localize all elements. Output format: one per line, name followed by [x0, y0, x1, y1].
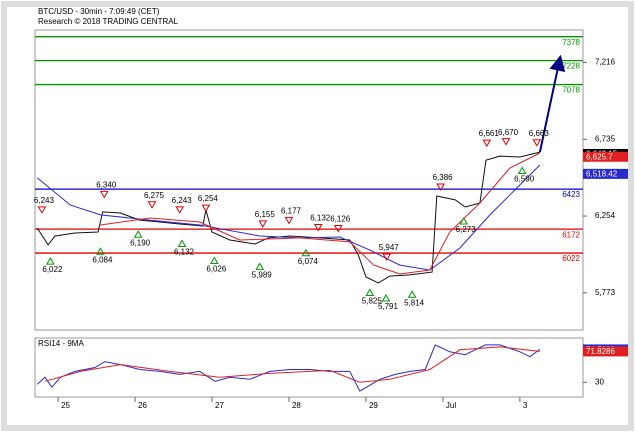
high-marker: [37, 206, 47, 214]
annotation-label: 6,190: [130, 238, 151, 247]
series-line: [36, 344, 541, 392]
annotation-label: 6,275: [144, 191, 165, 200]
low-marker: [177, 239, 187, 248]
level-label: 7078: [562, 86, 580, 95]
low-marker: [46, 257, 55, 265]
x-tick-label: 29: [369, 401, 378, 410]
annotation-label: 5,947: [379, 243, 400, 252]
annotation-label: 6,340: [96, 180, 117, 189]
low-marker: [133, 230, 143, 238]
annotation-label: 6,132: [174, 248, 195, 257]
series-line: [36, 164, 541, 271]
x-tick-label: 26: [138, 401, 147, 410]
y-tick-label: 7,216: [595, 58, 616, 67]
y-tick-label: 5,773: [595, 288, 616, 297]
annotation-label: 5,791: [378, 302, 399, 311]
annotation-label: 6,074: [298, 257, 319, 266]
annotation-label: 6,177: [281, 206, 302, 215]
series-line: [100, 152, 541, 275]
annotation-label: 6,022: [42, 265, 63, 274]
level-label: 7228: [562, 62, 580, 71]
annotation-label: 5,989: [252, 270, 273, 279]
x-tick-label: 28: [292, 401, 301, 410]
last-value-label: 6,625.7: [586, 152, 613, 161]
low-marker: [209, 256, 219, 264]
y-tick-label: 6,735: [595, 134, 616, 143]
last-value-label: 6,518.42: [586, 169, 618, 178]
high-marker: [333, 224, 343, 233]
high-marker: [99, 190, 109, 199]
high-marker: [482, 139, 492, 148]
annotation-label: 6,386: [433, 173, 454, 182]
annotation-label: 6,026: [206, 265, 227, 274]
annotation-label: 6,084: [92, 255, 113, 264]
high-marker: [382, 253, 392, 262]
low-marker: [459, 217, 469, 225]
annotation-label: 6,590: [514, 175, 535, 184]
last-value-box: [583, 151, 628, 162]
x-tick-label: 27: [215, 401, 224, 410]
projection-arrow: [538, 54, 566, 153]
y-tick-label: 30: [595, 377, 604, 386]
low-marker: [407, 290, 417, 298]
high-marker: [147, 201, 157, 209]
x-tick-label: Jul: [446, 401, 456, 410]
low-marker: [517, 166, 527, 174]
annotation-label: 6,663: [529, 129, 550, 138]
series-line: [44, 346, 540, 383]
annotation-label: 5,825: [362, 297, 383, 306]
high-marker: [436, 183, 445, 191]
high-marker: [175, 206, 185, 214]
low-marker: [301, 248, 311, 257]
low-marker: [381, 293, 391, 302]
x-tick-label: 3: [523, 401, 528, 410]
high-marker: [201, 204, 211, 213]
chart-subtitle: Research © 2018 TRADING CENTRAL: [38, 17, 179, 26]
series-line: [36, 151, 541, 284]
level-label: 6022: [562, 254, 580, 263]
low-marker: [255, 262, 265, 270]
annotation-label: 6,254: [198, 194, 219, 203]
low-marker: [96, 247, 105, 255]
high-marker: [284, 216, 294, 225]
high-marker: [501, 138, 511, 146]
annotation-label: 6,155: [255, 210, 276, 219]
high-marker: [258, 220, 268, 228]
price-panel: [34, 29, 584, 331]
annotation-label: 6,243: [34, 196, 55, 205]
high-marker: [313, 224, 323, 232]
level-label: 6172: [562, 230, 580, 239]
last-value-box: [583, 168, 628, 179]
level-label: 7378: [562, 38, 580, 47]
level-label: 6423: [562, 190, 580, 199]
x-tick-label: 25: [61, 401, 70, 410]
annotation-label: 6,132: [310, 214, 331, 223]
last-value-box: [583, 346, 628, 357]
annotation-label: 6,126: [330, 215, 351, 224]
chart-title: BTC/USD - 30min - 7:09:49 (CET): [38, 7, 160, 16]
annotation-label: 6,243: [172, 196, 193, 205]
annotation-label: 6,273: [456, 225, 477, 234]
high-marker: [532, 139, 542, 147]
annotation-label: 5,814: [404, 298, 425, 307]
last-value-label: 71.8286: [586, 347, 615, 356]
low-marker: [365, 288, 375, 297]
annotation-label: 6,661: [479, 129, 500, 138]
rsi-title: RSI14 - 9MA: [38, 339, 84, 348]
y-tick-label: 6,254: [595, 211, 616, 220]
annotation-label: 6,670: [498, 128, 519, 137]
